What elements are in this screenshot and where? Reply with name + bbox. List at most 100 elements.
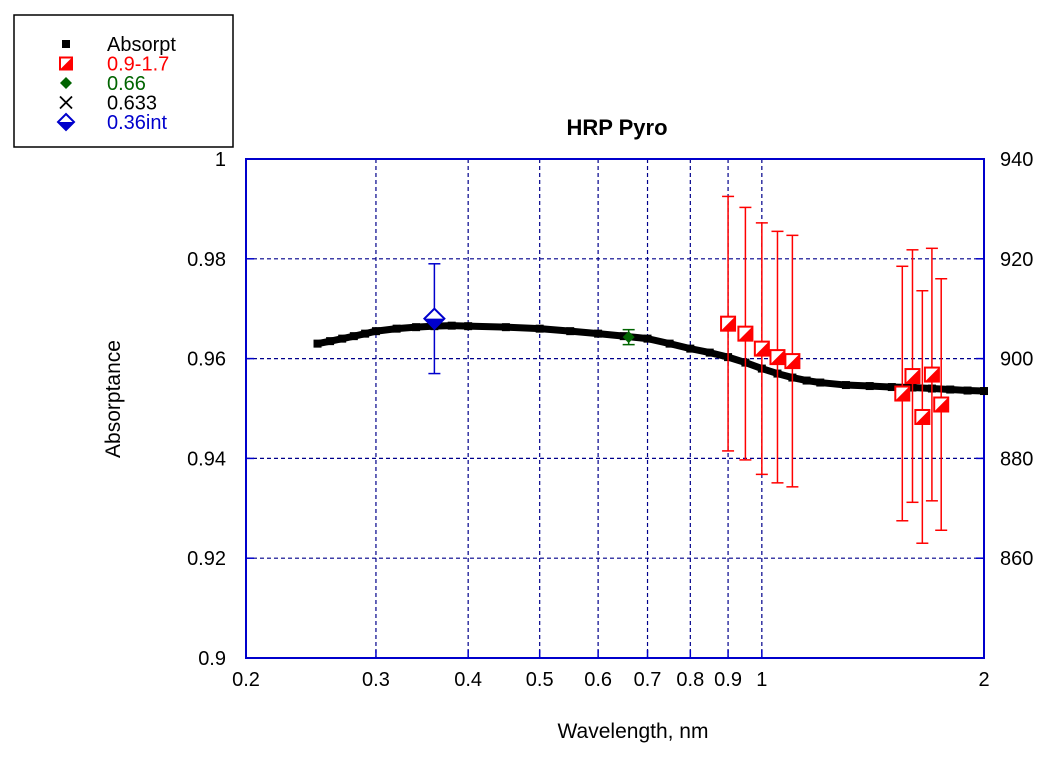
legend-marker-shape	[62, 40, 70, 48]
y-tick-label: 0.96	[187, 349, 226, 371]
absorpt-point	[643, 334, 652, 343]
absorpt-point-shape	[594, 329, 603, 338]
absorpt-point	[326, 337, 335, 346]
absorpt-point-shape	[501, 323, 510, 332]
series-0-9-1-7-point	[894, 385, 911, 402]
absorpt-point-shape	[535, 324, 544, 333]
series	[313, 195, 988, 544]
y-tick-label: 0.9	[198, 648, 226, 670]
absorpt-point	[464, 322, 473, 331]
absorpt-point	[865, 382, 874, 391]
legend-marker-fill	[58, 122, 74, 130]
series-0-9-1-7-point-fill	[924, 367, 939, 382]
legend-marker	[59, 95, 73, 110]
series-0-9-1-7-point-fill	[934, 397, 949, 412]
x-axis-title: Wavelength, nm	[558, 720, 709, 743]
absorpt-point	[816, 378, 825, 387]
absorpt-point-shape	[816, 378, 825, 387]
y2-tick-label: 860	[1000, 548, 1033, 570]
x-tick-label: 0.3	[362, 669, 390, 691]
absorpt-point	[535, 324, 544, 333]
series-0-9-1-7-point	[933, 396, 950, 413]
absorpt-point	[501, 323, 510, 332]
legend-marker	[59, 56, 73, 71]
absorpt-point	[361, 329, 370, 338]
legend-label: 0.9-1.7	[107, 54, 169, 76]
absorpt-point-shape	[464, 322, 473, 331]
absorpt-point	[392, 324, 401, 333]
x-tick-label: 0.9	[714, 669, 742, 691]
absorpt-point-shape	[963, 386, 972, 395]
y2-tick-label: 900	[1000, 349, 1033, 371]
plot-frame	[245, 158, 985, 659]
legend-marker	[60, 77, 72, 89]
absorpt-point-shape	[686, 344, 695, 353]
series-0-9-1-7-point-fill	[721, 316, 736, 331]
series-0-9-1-7-point-fill	[785, 354, 800, 369]
legend-label: 0.633	[107, 93, 157, 115]
series-0-9-1-7-point	[904, 368, 921, 385]
absorpt-point	[705, 348, 714, 357]
series-0-9-1-7-point-fill	[905, 369, 920, 384]
y2-axis-ticks: 860 880 900 920 940	[1000, 149, 1033, 570]
y2-tick-label: 880	[1000, 448, 1033, 470]
legend-label: Absorpt	[107, 34, 176, 56]
series-0-66-point	[622, 331, 635, 344]
legend-label: 0.66	[107, 73, 146, 95]
absorpt-point-shape	[447, 321, 456, 330]
series-0-9-1-7-point-fill	[770, 350, 785, 365]
y2-tick-label: 940	[1000, 149, 1033, 171]
absorpt-point	[946, 385, 955, 394]
legend-marker-shape	[60, 77, 72, 89]
legend-label: 0.36int	[107, 112, 167, 134]
x-tick-label: 0.7	[634, 669, 662, 691]
absorpt-point-shape	[865, 382, 874, 391]
x-tick-label: 0.6	[584, 669, 612, 691]
absorpt-point-shape	[887, 383, 896, 392]
legend-marker-fill	[60, 57, 72, 70]
series-0-9-1-7-point-fill	[915, 409, 930, 424]
chart-title: HRP Pyro	[566, 115, 667, 140]
absorpt-point	[371, 327, 380, 336]
absorpt-point-shape	[313, 339, 322, 348]
absorpt-point	[665, 339, 674, 348]
absorpt-point-shape	[371, 327, 380, 336]
absorpt-point	[349, 332, 358, 341]
absorpt-point	[802, 376, 811, 385]
y-axis-ticks: 0.9 0.92 0.94 0.96 0.98 1	[187, 149, 226, 670]
x-tick-label: 0.8	[676, 669, 704, 691]
absorpt-point-shape	[412, 323, 421, 332]
x-tick-label: 0.4	[454, 669, 482, 691]
absorpt-point-shape	[392, 324, 401, 333]
series-0-36int-point-fill	[424, 318, 445, 329]
absorpt-point-shape	[349, 332, 358, 341]
absorpt-point	[963, 386, 972, 395]
absorpt-point	[338, 334, 347, 343]
legend-marker-stroke-b	[59, 95, 73, 110]
absorpt-point-shape	[566, 327, 575, 336]
absorpt-point-shape	[946, 385, 955, 394]
absorpt-point-shape	[361, 329, 370, 338]
absorpt-point-shape	[980, 387, 988, 396]
series-0-9-1-7-point	[923, 366, 940, 383]
absorpt-point-shape	[705, 348, 714, 357]
series-0-9-1-7-point	[914, 408, 931, 425]
y-axis-title: Absorptance	[102, 340, 125, 458]
y-tick-label: 0.94	[187, 448, 226, 470]
legend-box	[13, 14, 234, 148]
absorpt-point-shape	[841, 381, 850, 390]
x-tick-label: 0.5	[526, 669, 554, 691]
absorpt-point	[887, 383, 896, 392]
y-tick-label: 0.92	[187, 548, 226, 570]
series-0-36int-point	[422, 307, 446, 331]
series-0-66-point-shape	[622, 331, 635, 344]
absorpt-point-shape	[802, 376, 811, 385]
absorpt-point	[980, 387, 988, 396]
series-0-9-1-7-point-fill	[738, 326, 753, 341]
absorpt-point-shape	[665, 339, 674, 348]
absorpt-point	[841, 381, 850, 390]
grid	[246, 159, 984, 658]
absorpt-point	[447, 321, 456, 330]
